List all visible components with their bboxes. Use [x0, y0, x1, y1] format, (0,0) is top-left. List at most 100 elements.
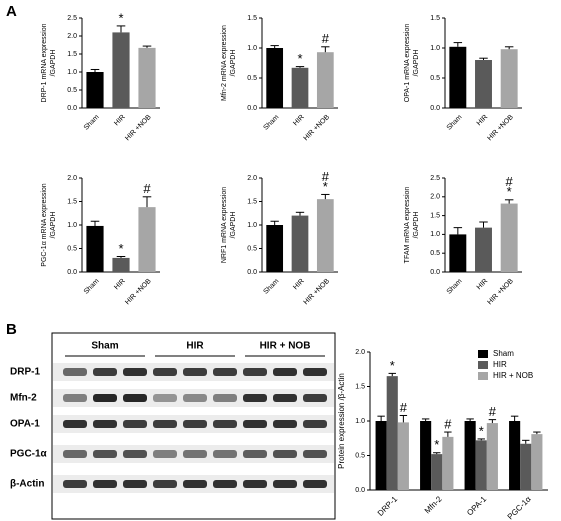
x-tick-label: Sham	[262, 278, 280, 296]
annotation: #	[143, 181, 151, 196]
y-tick-label: 2.0	[355, 349, 365, 356]
bar	[316, 199, 334, 272]
blot-band	[273, 450, 297, 458]
blot-band	[153, 450, 177, 458]
x-tick-label: HIR +NOB	[486, 278, 515, 307]
blot-band	[243, 420, 267, 428]
bar	[375, 421, 387, 490]
bar	[266, 225, 284, 272]
blot-band	[213, 480, 237, 488]
y-tick-label: 0.0	[247, 269, 257, 276]
blot-band	[183, 394, 207, 402]
blot-band	[123, 480, 147, 488]
y-tick-label: 1.0	[67, 222, 77, 229]
blot-band	[93, 480, 117, 488]
y-axis-label: /GAPDH	[50, 50, 57, 77]
blot-row-label: Mfn-2	[10, 393, 37, 404]
blot-band	[243, 450, 267, 458]
bar	[520, 443, 532, 490]
bar	[316, 52, 334, 108]
blot-band	[273, 394, 297, 402]
x-tick-label: HIR	[292, 114, 305, 127]
blot-band	[63, 480, 87, 488]
y-axis-label: DRP-1 mRNA expression	[41, 23, 48, 102]
y-axis-label: Protein expression /β-Actin	[337, 373, 346, 469]
y-tick-label: 0.5	[67, 245, 77, 252]
bar	[449, 234, 467, 272]
y-tick-label: 1.5	[67, 198, 77, 205]
blot-row-label: β-Actin	[10, 479, 44, 490]
x-tick-label: HIR	[292, 278, 305, 291]
y-axis-label: OPA-1 mRNA expression	[404, 24, 411, 103]
blot-band	[303, 480, 327, 488]
blot-band	[183, 420, 207, 428]
blot-band	[63, 420, 87, 428]
annotation: *	[323, 179, 328, 194]
blot-band	[93, 394, 117, 402]
blot-band	[303, 368, 327, 376]
y-axis-label: TFAM mRNA expression	[404, 187, 411, 264]
blot-band	[303, 450, 327, 458]
bar	[509, 421, 521, 490]
y-tick-label: 2.0	[67, 33, 77, 40]
bar	[386, 376, 398, 490]
blot-band	[303, 420, 327, 428]
y-tick-label: 2.0	[247, 175, 257, 182]
panel-label: B	[6, 321, 17, 338]
annotation: #	[506, 174, 514, 189]
bar	[500, 49, 518, 108]
blot-band	[93, 450, 117, 458]
blot-row-label: OPA-1	[10, 419, 40, 430]
legend-swatch	[478, 361, 488, 369]
bar	[86, 225, 104, 272]
blot-band	[213, 394, 237, 402]
blot-band	[243, 368, 267, 376]
y-tick-label: 0.0	[430, 105, 440, 112]
bar	[531, 434, 543, 490]
y-axis-label: /GAPDH	[50, 212, 57, 239]
blot-band	[243, 480, 267, 488]
bar	[486, 423, 498, 490]
blot-band	[243, 394, 267, 402]
x-tick-label: HIR +NOB	[303, 114, 332, 143]
x-tick-label: HIR	[113, 278, 126, 291]
y-axis-label: /GAPDH	[413, 212, 420, 239]
bar	[475, 60, 492, 108]
x-tick-label: HIR	[476, 278, 489, 291]
blot-group-label: HIR	[186, 341, 204, 352]
x-tick-label: PGC-1α	[506, 494, 533, 521]
blot-strip	[53, 389, 334, 407]
blot-band	[123, 450, 147, 458]
y-tick-label: 2.0	[67, 175, 77, 182]
blot-band	[63, 394, 87, 402]
y-tick-label: 0.5	[67, 87, 77, 94]
blot-band	[153, 420, 177, 428]
bar	[449, 46, 467, 108]
legend-label: HIR + NOB	[493, 371, 533, 380]
bar	[464, 421, 476, 490]
y-tick-label: 1.0	[247, 222, 257, 229]
y-tick-label: 2.5	[430, 175, 440, 182]
blot-band	[303, 394, 327, 402]
blot-band	[93, 368, 117, 376]
blot-band	[153, 368, 177, 376]
panel-label: A	[6, 3, 17, 20]
bar	[112, 257, 130, 272]
y-tick-label: 0.0	[355, 487, 365, 494]
y-axis-label: NRF1 mRNA expression	[221, 187, 228, 263]
x-tick-label: Sham	[262, 114, 280, 132]
x-tick-label: HIR	[476, 114, 489, 127]
bar	[291, 67, 309, 108]
y-tick-label: 1.0	[430, 45, 440, 52]
y-axis-label: /GAPDH	[230, 212, 237, 239]
y-tick-label: 0.0	[67, 105, 77, 112]
x-tick-label: HIR	[113, 114, 126, 127]
blot-group-label: Sham	[91, 341, 118, 352]
annotation: #	[444, 416, 452, 431]
y-axis-label: /GAPDH	[230, 50, 237, 77]
x-tick-label: OPA-1	[465, 494, 488, 517]
y-tick-label: 2.5	[67, 15, 77, 22]
y-tick-label: 1.5	[247, 15, 257, 22]
x-tick-label: Sham	[83, 114, 101, 132]
annotation: #	[489, 404, 497, 419]
